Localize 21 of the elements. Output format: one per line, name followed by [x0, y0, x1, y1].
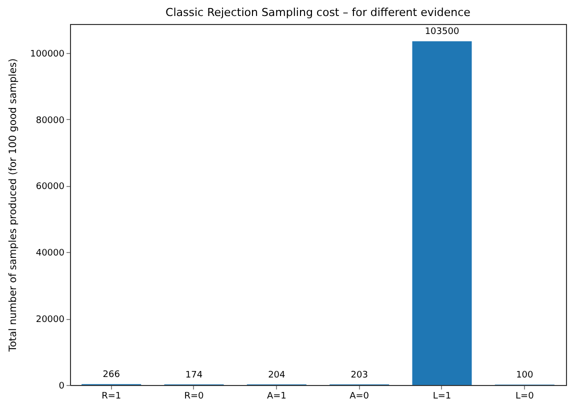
y-tick-label: 0 — [58, 382, 65, 392]
y-axis-title: Total number of samples produced (for 100 good samples) — [8, 58, 20, 353]
x-tick-label: R=0 — [184, 392, 204, 402]
data-label: 266 — [102, 370, 120, 380]
data-label: 174 — [185, 370, 203, 380]
data-label: 100 — [516, 370, 534, 381]
x-tick-label: L=1 — [432, 392, 452, 402]
y-tick-label: 60000 — [36, 182, 65, 192]
y-tick-label: 100000 — [30, 49, 65, 60]
bar — [412, 41, 472, 385]
data-label: 203 — [350, 370, 368, 380]
x-tick-label: A=1 — [266, 392, 286, 402]
data-label: 204 — [268, 370, 286, 380]
y-tick-label: 20000 — [36, 315, 65, 326]
y-tick-label: 80000 — [36, 116, 65, 126]
y-tick-label: 40000 — [36, 248, 65, 259]
x-tick-label: R=1 — [102, 392, 122, 402]
chart-title: Classic Rejection Sampling cost – for different evidence — [166, 6, 471, 19]
data-label: 103500 — [424, 27, 460, 38]
x-tick-label: A=0 — [350, 392, 370, 402]
x-tick-label: L=0 — [516, 392, 534, 402]
